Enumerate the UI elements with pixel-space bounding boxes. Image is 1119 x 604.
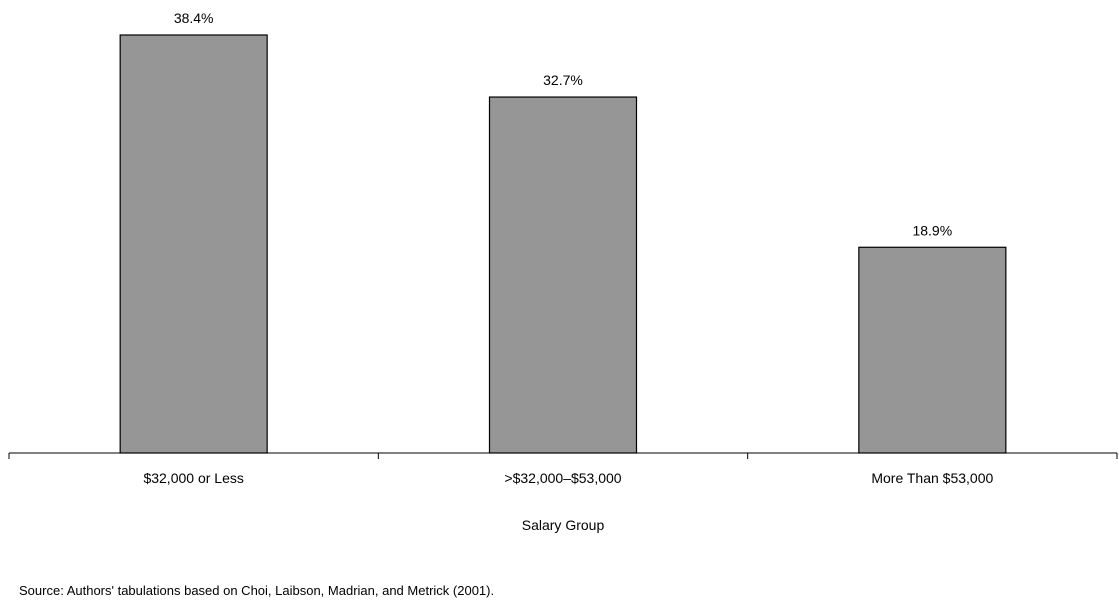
source-note: Source: Authors' tabulations based on Ch… <box>19 583 495 598</box>
bar-3 <box>858 246 1007 454</box>
x-tick-label-2: >$32,000–$53,000 <box>504 470 621 486</box>
x-tick-label-3: More Than $53,000 <box>871 470 993 486</box>
data-label-3: 18.9% <box>912 222 952 238</box>
bar-1 <box>119 34 268 454</box>
data-label-1: 38.4% <box>174 10 214 26</box>
x-tick-label-1: $32,000 or Less <box>143 470 243 486</box>
x-axis: $32,000 or Less >$32,000–$53,000 More Than… <box>8 452 1118 486</box>
bars-layer <box>119 34 1007 454</box>
data-labels-layer: 38.4% 32.7% 18.9% <box>174 10 952 238</box>
x-axis-title: Salary Group <box>522 517 605 533</box>
data-label-2: 32.7% <box>543 72 583 88</box>
bar-2 <box>488 96 638 454</box>
